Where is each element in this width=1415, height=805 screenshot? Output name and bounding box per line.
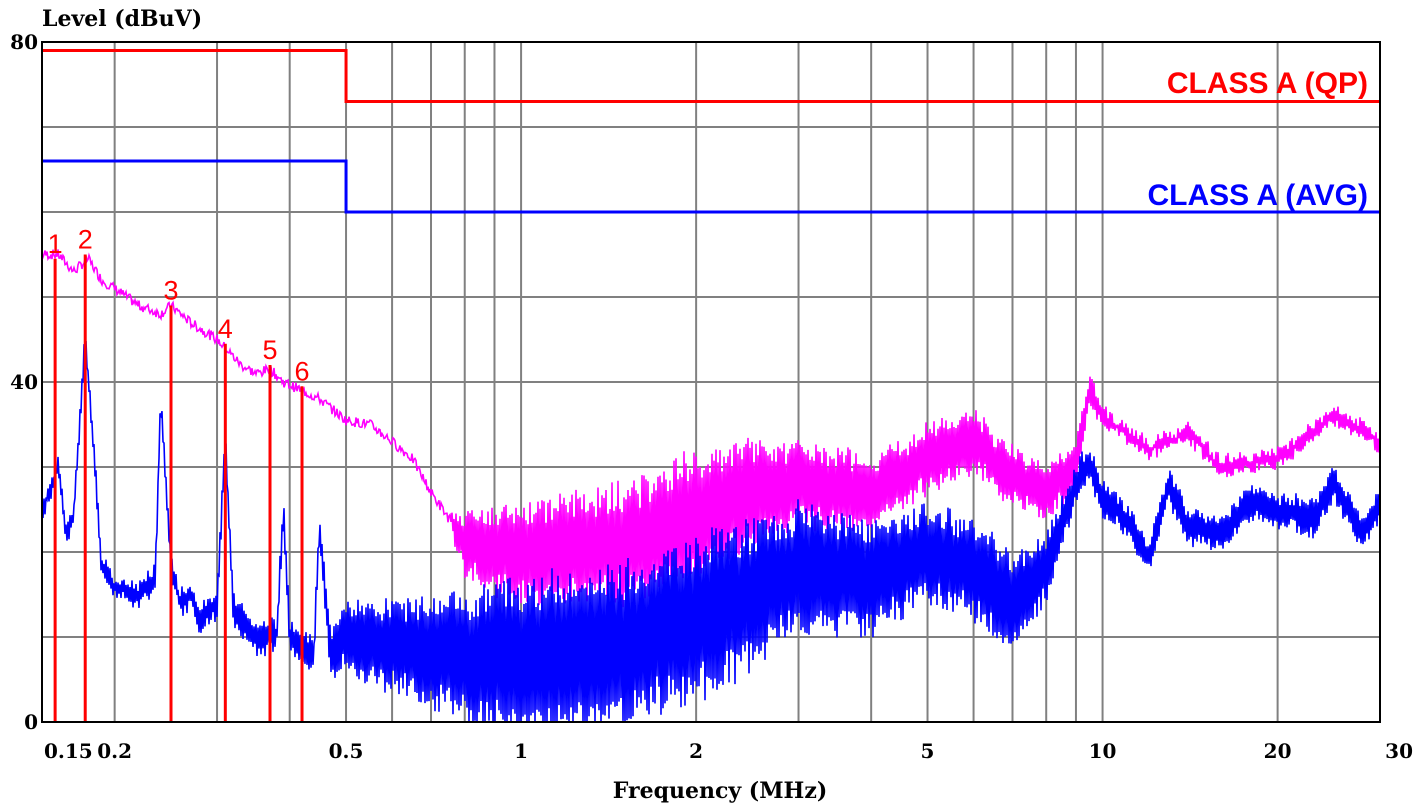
series bbox=[41, 249, 1381, 723]
marker-label: 2 bbox=[78, 225, 93, 255]
y-tick-label: 80 bbox=[10, 30, 38, 54]
x-tick-label: 1 bbox=[514, 739, 528, 763]
marker-label: 4 bbox=[218, 314, 233, 344]
x-tick-label: 5 bbox=[921, 739, 935, 763]
x-tick-label: 10 bbox=[1089, 739, 1117, 763]
x-tick-label: 0.2 bbox=[97, 739, 132, 763]
limit-line bbox=[42, 159, 1380, 214]
marker-label: 5 bbox=[262, 335, 277, 365]
x-tick-label: 20 bbox=[1264, 739, 1292, 763]
x-tick-label: 0.15 bbox=[44, 739, 93, 763]
x-tick-label: 0.5 bbox=[329, 739, 364, 763]
plot-border bbox=[41, 41, 1381, 723]
average-trace bbox=[41, 340, 1381, 723]
marker-label: 1 bbox=[48, 229, 63, 259]
markers: 1 2 3 456 bbox=[48, 225, 310, 722]
marker-label: 6 bbox=[294, 356, 309, 386]
limit-label: CLASS A (QP) bbox=[1167, 67, 1368, 100]
peak-trace bbox=[41, 249, 1381, 608]
y-axis-title: Level (dBuV) bbox=[42, 6, 202, 32]
x-tick-label: 2 bbox=[689, 739, 703, 763]
y-tick-label: 40 bbox=[10, 370, 38, 394]
limit-label: CLASS A (AVG) bbox=[1147, 179, 1368, 212]
x-axis-title: Frequency (MHz) bbox=[613, 778, 827, 804]
limit-line bbox=[42, 49, 1380, 103]
marker-label: 3 bbox=[163, 276, 178, 306]
limit-lines: CLASS A (QP) CLASS A (AVG) bbox=[42, 49, 1380, 214]
y-tick-label: 0 bbox=[24, 710, 38, 734]
x-tick-label: 30 bbox=[1385, 739, 1413, 763]
